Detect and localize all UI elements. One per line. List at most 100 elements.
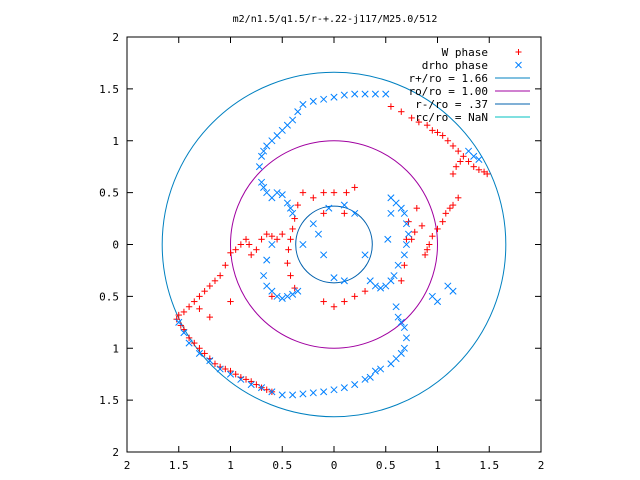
drho-phase-point [475, 155, 483, 163]
drho-phase-point [361, 251, 369, 259]
w-phase-point [242, 236, 250, 243]
drho-phase-point [392, 303, 400, 311]
drho-phase-point [384, 235, 392, 243]
drho-phase-point [268, 388, 276, 396]
drho-phase-point [361, 90, 369, 98]
legend-label: drho phase [422, 59, 488, 72]
circle-1 [161, 71, 507, 418]
drho-phase-point [394, 313, 402, 321]
y-tick-label: 2 [112, 446, 119, 459]
w-phase-point [287, 236, 294, 243]
drho-phase-point [320, 251, 328, 259]
w-phase-point [196, 293, 203, 300]
w-phase-point [206, 282, 213, 290]
w-phase-point [196, 345, 203, 352]
w-phase-point [418, 222, 426, 230]
drho-phase-point [470, 152, 478, 160]
drho-phase-point [299, 240, 307, 249]
x-tick-label: 1 [227, 459, 234, 472]
w-phase-point [444, 137, 452, 144]
w-phase-point [263, 230, 270, 238]
w-phase-point [320, 189, 327, 196]
x-tick-label: 2 [538, 459, 545, 472]
y-tick-label: 0.5 [99, 187, 119, 200]
drho-phase-point [263, 256, 271, 264]
w-phase-point [285, 246, 292, 253]
drho-phase-point [286, 204, 295, 212]
w-phase-point [343, 189, 350, 196]
drho-phase-point [195, 349, 204, 357]
drho-phase-point [206, 357, 214, 365]
w-phase-point [475, 166, 483, 173]
drho-phase-point [377, 365, 385, 373]
legend-entry: ro/ro = 1.00 [409, 85, 530, 98]
drho-phase-point [390, 272, 398, 280]
w-phase-point [248, 378, 255, 385]
w-phase-point [483, 170, 491, 178]
w-phase-point [206, 313, 213, 321]
w-phase-point [411, 228, 418, 236]
legend-label: r+/ro = 1.66 [409, 72, 488, 85]
drho-phase-point [273, 292, 281, 300]
drho-phase-point [400, 209, 408, 217]
drho-phase-point [257, 152, 266, 160]
drho-phase-point [278, 191, 286, 199]
drho-phase-point [175, 318, 183, 326]
w-phase-point [434, 129, 441, 136]
drho-phase-point [309, 389, 317, 397]
drho-phase-point [260, 147, 268, 155]
drho-phase-point [340, 384, 348, 392]
drho-phase-point [397, 204, 405, 212]
w-phase-point [426, 241, 433, 248]
legend-label: W phase [442, 46, 488, 59]
drho-phase-point [320, 95, 328, 103]
drho-phase-point [377, 284, 385, 292]
legend-entry: W phase [442, 46, 522, 59]
drho-phase-point [351, 90, 359, 98]
w-phase-point [413, 204, 420, 212]
w-phase-point [185, 334, 193, 342]
w-phase-point [403, 236, 410, 243]
w-phase-point [279, 230, 286, 238]
w-phase-point [434, 225, 441, 233]
drho-phase-point [340, 277, 348, 285]
w-phase-point [248, 251, 255, 259]
w-phase-point [232, 370, 239, 378]
w-phase-point [439, 132, 446, 139]
w-phase-point [449, 201, 457, 209]
x-tick-label: 0.5 [376, 459, 396, 472]
drho-phase-point [351, 209, 359, 217]
w-phase-point [387, 103, 395, 110]
drho-phase-point [371, 90, 379, 98]
drho-phase-point [185, 339, 193, 347]
y-tick-label: 1 [112, 342, 119, 355]
w-phase-point [452, 163, 460, 170]
drho-phase-point [366, 277, 374, 285]
w-phase-point [398, 108, 405, 115]
w-phase-point [173, 316, 180, 323]
w-phase-point [457, 158, 464, 165]
drho-phase-point [260, 272, 268, 280]
axis-ticks: 2 1.5 1 0.5 0 0.5 1 1.5 221.510.500.511.52 [99, 31, 544, 472]
w-phase-point [268, 293, 276, 300]
w-phase-point [330, 189, 338, 196]
drho-phase-point [387, 209, 395, 217]
w-phase-point [180, 326, 188, 333]
drho-phase-point [299, 390, 307, 398]
drho-phase-point [283, 199, 291, 207]
w-phase-point [284, 259, 291, 267]
w-phase-point [423, 246, 431, 253]
drho-phase-point [330, 386, 338, 394]
y-tick-label: 0.5 [99, 290, 119, 303]
drho-phase-point [397, 318, 405, 326]
w-phase-point [268, 233, 276, 240]
w-phase-point [263, 386, 270, 393]
drho-phase-point [330, 274, 338, 282]
w-phase-point [196, 305, 203, 313]
w-phase-point [287, 272, 294, 279]
drho-phase-point [325, 204, 333, 212]
drho-phase-point [294, 108, 302, 116]
drho-phase-point [278, 294, 286, 303]
drho-phase-point [400, 344, 408, 352]
w-phase-point [222, 365, 229, 373]
